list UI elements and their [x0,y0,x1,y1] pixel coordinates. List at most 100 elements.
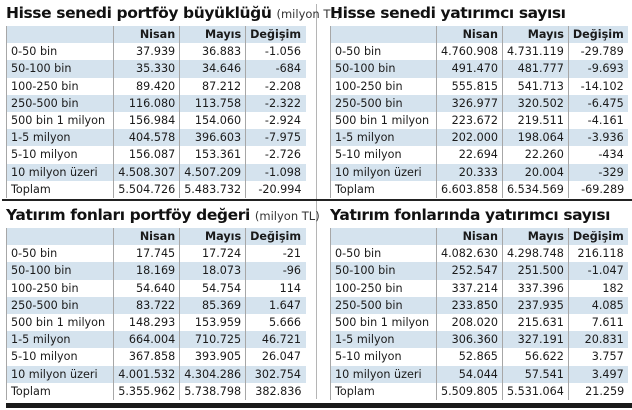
cell-nisan: 83.722 [113,296,181,314]
vertical-divider [316,4,317,399]
cell-mayis: 6.534.569 [502,180,569,198]
table-row: 5-10 milyon 52.865 56.622 3.757 [330,348,629,366]
row-label: 10 milyon üzeri [330,163,437,181]
cell-mayis: 710.725 [179,331,247,349]
cell-degisim: 21.259 [585,384,625,398]
cell-nisan: 4.760.908 [436,43,503,61]
table-row: 500 bin 1 milyon 223.672 219.511 -4.161 [330,111,629,130]
row-label: 0-50 bin [6,245,115,263]
table-row: 50-100 bin 18.169 18.073 -96 [6,262,306,280]
row-label: 5-10 milyon [6,348,115,366]
header-row: Nisan Mayıs Değişim [6,228,306,246]
cell-nisan: 4.082.630 [436,245,503,263]
header-label [6,26,115,44]
cell-mayis: 34.646 [179,60,247,78]
row-label: 250-500 bin [6,296,115,314]
cell-degisim: -20.994 [258,182,302,196]
cell-nisan: 404.578 [113,129,181,147]
row-label: 100-250 bin [330,77,437,95]
cell-mayis: 56.622 [502,348,569,366]
cell-nisan: 326.977 [436,94,503,112]
cell-nisan: 148.293 [113,313,181,332]
row-label: 1-5 milyon [6,331,115,349]
cell-mayis: 22.260 [502,146,569,164]
table-row: 250-500 bin 326.977 320.502 -6.475 [330,94,629,112]
cell-degisim: -14.102 [580,79,624,93]
horizontal-divider [2,199,632,201]
row-label: 0-50 bin [6,43,115,61]
table-row: 250-500 bin 116.080 113.758 -2.322 [6,94,306,112]
cell-mayis: 4.731.119 [502,43,569,61]
cell-mayis: 36.883 [179,43,247,61]
cell-degisim: -7.975 [245,129,306,147]
table-row: 0-50 bin 4.082.630 4.298.748 216.118 [330,245,629,263]
cell-nisan: 4.001.532 [113,365,181,383]
cell-nisan: 5.504.726 [113,180,181,198]
header-mayis: Mayıs [179,228,247,246]
data-table: Nisan Mayıs Değişim 0-50 bin 4.082.630 4.298.… [330,228,629,400]
table-title: Yatırım fonları portföy değeri (milyon T… [6,204,320,226]
cell-degisim: -2.322 [245,94,306,112]
row-label: 100-250 bin [6,279,115,297]
data-table: Nisan Mayıs Değişim 0-50 bin 4.760.908 4.731.… [330,26,629,198]
cell-nisan: 35.330 [113,60,181,78]
cell-degisim: -684 [245,60,306,78]
cell-degisim: -2.208 [264,79,301,93]
table-row: 5-10 milyon 367.858 393.905 26.047 [6,348,306,366]
cell-nisan: 491.470 [436,60,503,78]
header-row: Nisan Mayıs Değişim [330,228,629,246]
row-label: 10 milyon üzeri [6,365,115,383]
cell-nisan: 223.672 [436,111,503,130]
row-label: Toplam [6,382,115,400]
row-label: Toplam [330,180,437,198]
cell-nisan: 555.815 [436,77,503,95]
table-row: 1-5 milyon 202.000 198.064 -3.936 [330,129,629,147]
bottom-rule [6,403,632,408]
row-label: 5-10 milyon [330,146,437,164]
header-degisim: Değişim [568,26,629,44]
cell-degisim: -6.475 [568,94,629,112]
cell-degisim: 216.118 [577,247,624,261]
cell-nisan: 5.509.805 [436,382,503,400]
cell-degisim: 1.647 [245,296,306,314]
data-table: Nisan Mayıs Değişim 0-50 bin 17.745 17.724 -21… [6,228,306,400]
cell-mayis: 251.500 [502,262,569,280]
table-row: 10 milyon üzeri 20.333 20.004 -329 [330,163,629,181]
table-row: 100-250 bin 555.815 541.713 -14.102 [330,77,629,95]
table-row: 50-100 bin 252.547 251.500 -1.047 [330,262,629,280]
row-label: 500 bin 1 milyon [330,111,437,130]
table-row: 0-50 bin 37.939 36.883 -1.056 [6,43,306,61]
header-degisim: Değişim [568,228,629,246]
cell-mayis: 57.541 [502,365,569,383]
table-row: 100-250 bin 89.420 87.212 -2.208 [6,77,306,95]
table-row: 1-5 milyon 664.004 710.725 46.721 [6,331,306,349]
cell-nisan: 18.169 [113,262,181,280]
cell-nisan: 156.984 [113,111,181,130]
cell-degisim: -3.936 [568,129,629,147]
row-label: 0-50 bin [330,245,437,263]
data-table: Nisan Mayıs Değişim 0-50 bin 37.939 36.883 -1.… [6,26,306,198]
cell-mayis: 541.713 [502,77,569,95]
panel-fund-portfolio-value: Yatırım fonları portföy değeri (milyon T… [6,204,320,400]
cell-mayis: 17.724 [179,245,247,263]
row-label: 50-100 bin [330,60,437,78]
table-row: 1-5 milyon 404.578 396.603 -7.975 [6,129,306,147]
table-row: 500 bin 1 milyon 208.020 215.631 7.611 [330,313,629,332]
row-label: 50-100 bin [6,60,115,78]
table-row: Toplam 6.603.858 6.534.569 -69.289 [330,180,629,198]
row-label: 500 bin 1 milyon [6,313,115,332]
cell-degisim: -21 [282,247,301,261]
cell-mayis: 85.369 [179,296,247,314]
cell-degisim: -434 [598,148,624,162]
cell-degisim: 4.085 [568,296,629,314]
cell-degisim: -1.047 [568,262,629,280]
cell-degisim: -29.789 [580,45,624,59]
cell-mayis: 237.935 [502,296,569,314]
cell-nisan: 367.858 [113,348,181,366]
table-row: 50-100 bin 491.470 481.777 -9.693 [330,60,629,78]
table-row: Toplam 5.504.726 5.483.732 -20.994 [6,180,306,198]
cell-degisim: 5.666 [268,316,301,330]
cell-degisim: 7.611 [591,316,624,330]
cell-nisan: 337.214 [436,279,503,297]
cell-degisim: 26.047 [261,350,301,364]
